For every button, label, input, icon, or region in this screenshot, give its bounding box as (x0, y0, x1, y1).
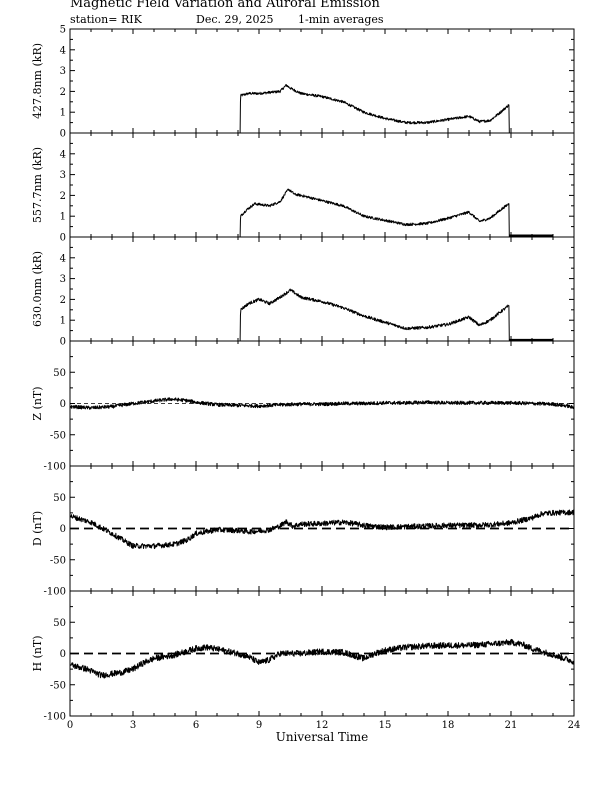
x-tick-label: 24 (568, 720, 581, 731)
y-tick-label: 3 (60, 170, 66, 181)
y-tick-label: 1 (60, 108, 66, 119)
panel-frame (69, 28, 575, 134)
y-tick-label: 2 (60, 191, 66, 202)
x-tick-label: 3 (130, 720, 136, 731)
panel-pD: -100 -50 0 50 D (nT) (31, 465, 575, 598)
y-tick-label: 2 (60, 87, 66, 98)
y-tick-label: 0 (60, 129, 66, 140)
y-tick-label: 0 (60, 649, 66, 660)
panel-pH: -100 -50 0 50 H (nT) (31, 590, 575, 723)
y-tick-label: 2 (60, 295, 66, 306)
y-tick-label: 0 (60, 524, 66, 535)
panel-p4278: 0 1 2 3 4 5 427.8nm (kR) (31, 25, 575, 140)
y-tick-label: 4 (60, 149, 66, 160)
y-tick-label: 4 (60, 253, 66, 264)
series-line-Z (69, 397, 575, 410)
series-line-427.8nm (239, 83, 510, 134)
y-axis-label: 557.7nm (kR) (31, 147, 44, 223)
x-tick-label: 0 (67, 720, 73, 731)
y-tick-label: 3 (60, 274, 66, 285)
y-tick-label: 1 (60, 212, 66, 223)
averages-label: 1-min averages (298, 13, 384, 26)
panel-frame (69, 236, 575, 342)
y-axis-label: D (nT) (31, 511, 44, 546)
series-line-557.7nm (239, 188, 510, 238)
y-tick-label: 0 (60, 399, 66, 410)
panel-p5577: 0 1 2 3 4 557.7nm (kR) (31, 132, 575, 244)
y-tick-label: -50 (50, 680, 66, 691)
y-tick-label: -50 (50, 430, 66, 441)
y-tick-label: 50 (53, 493, 66, 504)
y-tick-label: -100 (44, 587, 66, 598)
y-axis-label: 427.8nm (kR) (31, 43, 44, 119)
station-label: station= RIK (70, 13, 142, 26)
y-axis-label: 630.0nm (kR) (31, 251, 44, 327)
x-tick-label: 12 (316, 720, 329, 731)
y-tick-label: 4 (60, 45, 66, 56)
y-tick-label: 50 (53, 368, 66, 379)
y-tick-label: -100 (44, 712, 66, 723)
y-tick-label: 1 (60, 316, 66, 327)
y-tick-label: 3 (60, 66, 66, 77)
y-tick-label: 0 (60, 337, 66, 348)
x-tick-label: 18 (442, 720, 455, 731)
panel-frame (69, 132, 575, 238)
y-tick-label: 0 (60, 233, 66, 244)
series-line-H (69, 638, 575, 679)
x-axis-label: Universal Time (276, 730, 369, 744)
panel-pZ: -100 -50 0 50 Z (nT) (31, 340, 575, 473)
x-tick-label: 9 (256, 720, 262, 731)
y-tick-label: -100 (44, 462, 66, 473)
panel-p6300: 0 1 2 3 4 630.0nm (kR) (31, 236, 575, 348)
x-tick-label: 15 (379, 720, 392, 731)
x-tick-label: 21 (505, 720, 518, 731)
y-tick-label: 5 (60, 25, 66, 36)
series-line-630.0nm (239, 288, 510, 342)
x-tick-label: 6 (193, 720, 199, 731)
series-line-D (69, 509, 575, 550)
y-tick-label: 50 (53, 618, 66, 629)
y-tick-label: -50 (50, 555, 66, 566)
date-label: Dec. 29, 2025 (196, 13, 274, 26)
page-title: Magnetic Field Variation and Auroral Emi… (70, 0, 380, 11)
y-axis-label: H (nT) (31, 635, 44, 671)
y-axis-label: Z (nT) (31, 386, 44, 420)
